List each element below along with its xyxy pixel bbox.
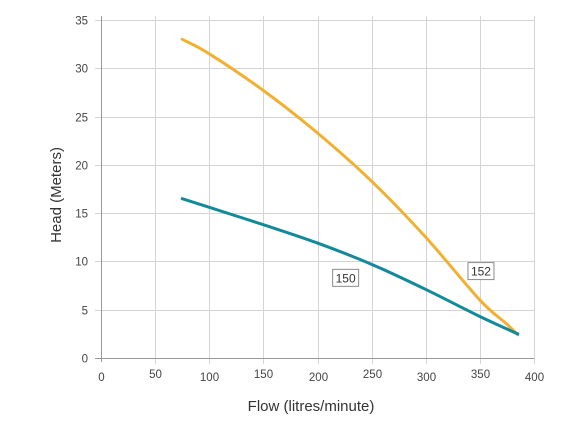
x-tick-label: 400 [525,372,544,384]
series-label-box [467,262,495,281]
axes [95,16,534,362]
series-line-152 [180,37,520,337]
y-tick-label: 20 [75,161,88,173]
x-tick-label: 350 [471,369,490,381]
y-tick-label: 25 [75,113,88,125]
series-label-152: 152 [471,265,491,279]
x-tick-label: 50 [149,369,162,381]
series-labels: 152 150 [332,262,495,287]
x-tick-label: 100 [200,372,219,384]
grid [95,16,535,364]
x-tick-label: 200 [309,372,328,384]
x-tick-label: 250 [363,369,382,381]
x-tick-label: 150 [254,369,273,381]
series-label-150: 150 [336,271,356,285]
y-tick-label: 5 [82,306,88,318]
y-tick-label: 30 [75,64,88,76]
x-tick-label: 0 [98,372,104,384]
series-lines [180,37,520,337]
y-tick-label: 10 [75,257,88,269]
series-line-150 [180,197,520,336]
y-tick-label: 0 [82,354,88,366]
series-label-box [332,268,360,287]
y-tick-label: 15 [75,209,88,221]
y-axis-title: Head (Meters) [48,147,65,243]
x-tick-label: 300 [417,372,436,384]
x-axis-title: Flow (litres/minute) [248,398,375,415]
y-tick-label: 35 [75,16,88,28]
